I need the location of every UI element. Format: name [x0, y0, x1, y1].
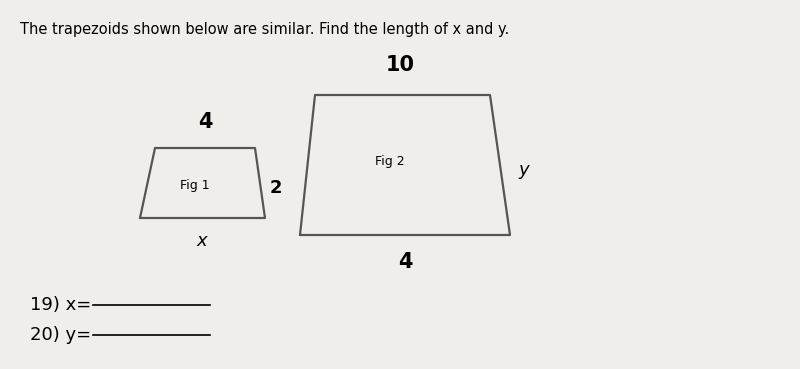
- Text: Fig 2: Fig 2: [375, 155, 405, 169]
- Text: 20) y=: 20) y=: [30, 326, 91, 344]
- Text: x: x: [197, 232, 207, 250]
- Text: Fig 1: Fig 1: [180, 179, 210, 192]
- Text: 19) x=: 19) x=: [30, 296, 91, 314]
- Text: y: y: [518, 161, 529, 179]
- Text: 4: 4: [398, 252, 412, 272]
- Text: 10: 10: [386, 55, 414, 75]
- Text: 2: 2: [270, 179, 282, 197]
- Text: The trapezoids shown below are similar. Find the length of x and y.: The trapezoids shown below are similar. …: [20, 22, 510, 37]
- Text: 4: 4: [198, 112, 212, 132]
